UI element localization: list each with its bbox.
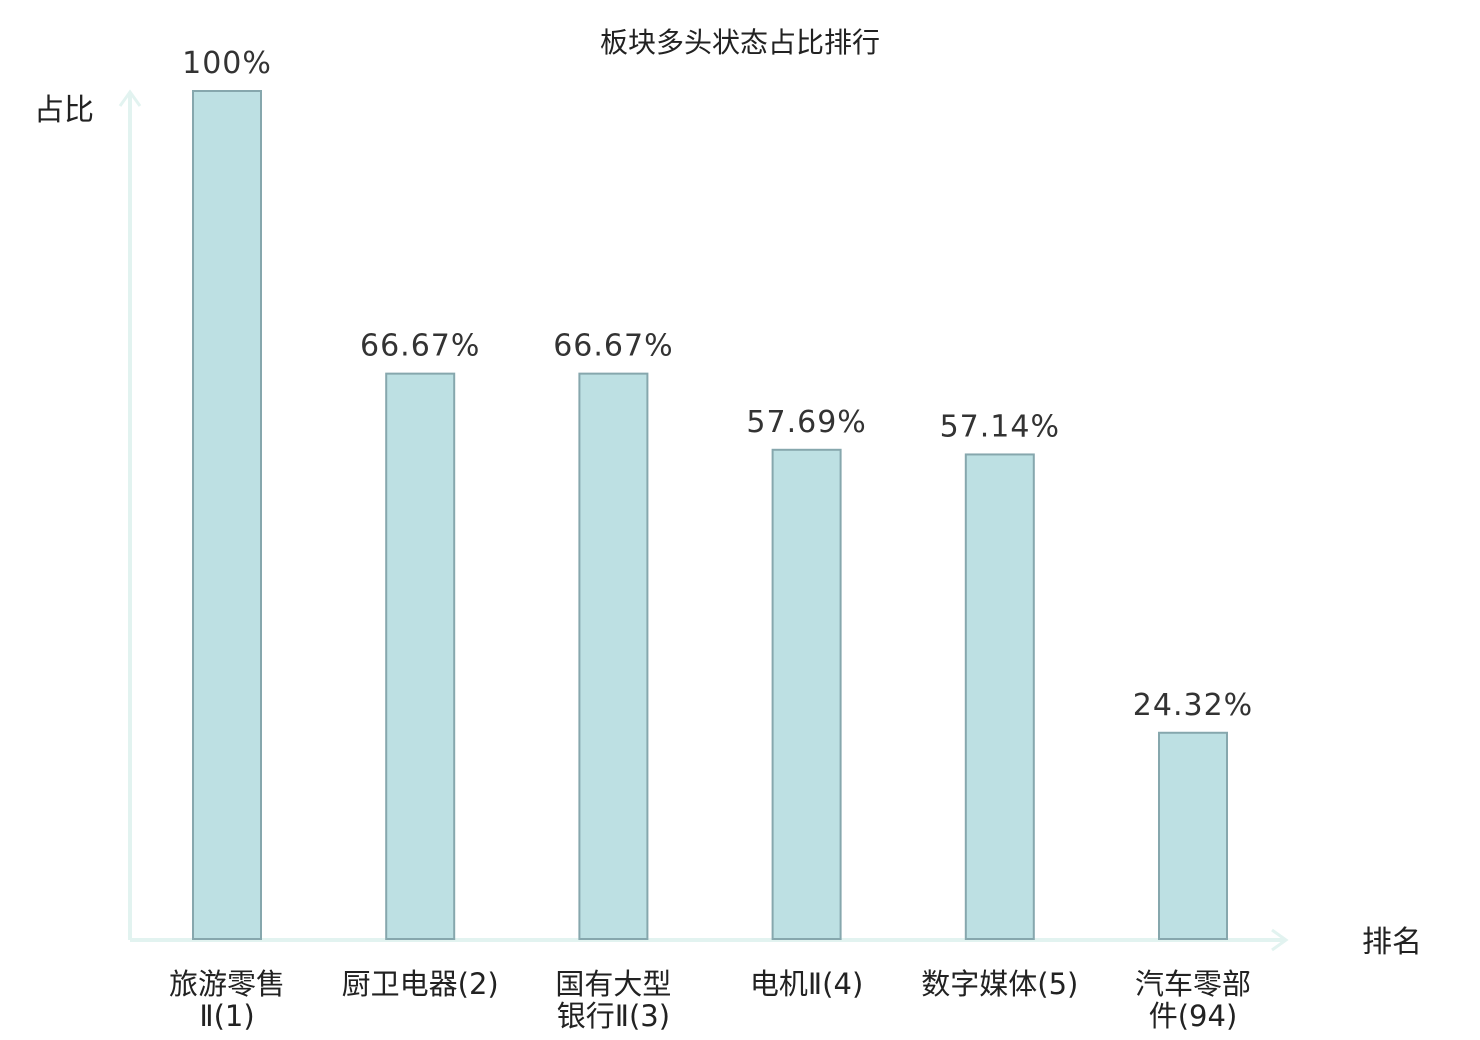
category-label-line: 数字媒体(5) (921, 967, 1078, 1001)
category-label-line: 银行Ⅱ(3) (557, 999, 670, 1033)
y-axis-arrow (118, 89, 142, 107)
category-label-line: 电机Ⅱ(4) (750, 967, 863, 1001)
bar-2 (385, 372, 456, 940)
value-label-2: 66.67% (360, 329, 480, 364)
category-label-6: 汽车零部件(94) (1135, 967, 1251, 1033)
category-label-line: 旅游零售 (169, 967, 285, 1001)
x-axis-label: 排名 (1362, 925, 1422, 960)
value-label-5: 57.14% (940, 409, 1060, 444)
category-label-2: 厨卫电器(2) (342, 967, 499, 1001)
chart-title: 板块多头状态占比排行 (600, 26, 880, 59)
category-label-3: 国有大型银行Ⅱ(3) (555, 967, 671, 1033)
bar-5 (964, 453, 1035, 940)
category-label-5: 数字媒体(5) (921, 967, 1078, 1001)
value-label-6: 24.32% (1133, 688, 1253, 723)
category-label-line: 汽车零部 (1135, 967, 1251, 1001)
category-label-line: 厨卫电器(2) (342, 967, 499, 1001)
x-axis-arrow (1271, 928, 1289, 952)
category-label-line: 国有大型 (555, 967, 671, 1001)
category-label-line: 件(94) (1149, 999, 1238, 1033)
bar-6 (1158, 731, 1228, 941)
bar-3 (578, 372, 649, 940)
y-axis-label: 占比 (34, 93, 94, 128)
bar-4 (771, 448, 842, 940)
value-label-1: 100% (182, 46, 272, 81)
bar-1 (192, 90, 262, 940)
value-label-3: 66.67% (553, 329, 673, 364)
value-label-4: 57.69% (746, 405, 866, 440)
category-label-4: 电机Ⅱ(4) (750, 967, 863, 1001)
category-label-1: 旅游零售 Ⅱ(1) (169, 967, 285, 1033)
category-label-line: Ⅱ(1) (199, 999, 254, 1033)
bars-group: 100% 旅游零售 Ⅱ(1) 66.67% 厨卫电器(2) 66.67% 国有大型银行Ⅱ(3… (169, 46, 1253, 1033)
